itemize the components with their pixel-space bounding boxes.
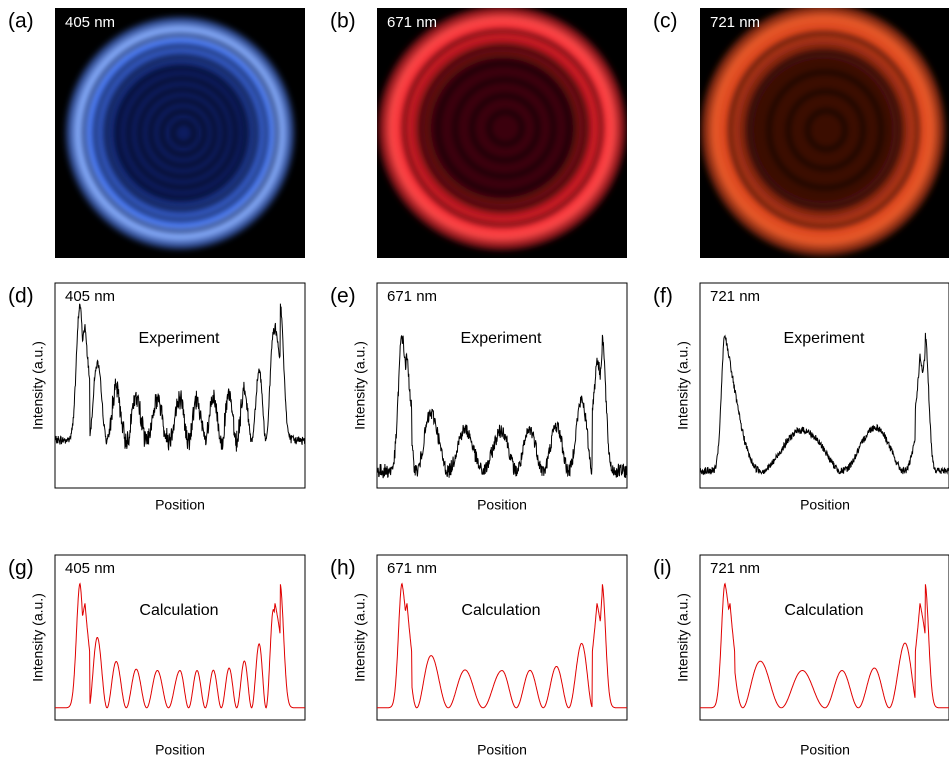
experiment-trace <box>55 303 305 452</box>
wavelength-label: 671 nm <box>387 560 437 577</box>
y-axis-label: Intensity (a.u.) <box>352 341 368 430</box>
panel-label: (g) <box>8 557 34 580</box>
image-panel <box>700 8 949 258</box>
fringe-ring <box>93 43 269 223</box>
panel-label: (a) <box>8 10 34 33</box>
y-axis-label: Intensity (a.u.) <box>352 593 368 682</box>
fringe-ring <box>419 45 588 211</box>
beam <box>700 8 947 258</box>
plot-frame <box>54 282 306 489</box>
wavelength-label: 721 nm <box>710 14 760 31</box>
y-axis-label: Intensity (a.u.) <box>675 593 691 682</box>
calculation-curve <box>377 582 627 709</box>
fringe-ring <box>747 50 902 210</box>
plot-frame <box>376 282 628 489</box>
fringe-ring <box>104 54 259 212</box>
plot-frame <box>699 282 949 489</box>
panel-label: (f) <box>653 285 673 308</box>
annotation: Calculation <box>784 602 863 619</box>
fringe-ring <box>148 98 218 168</box>
wavelength-label: 405 nm <box>65 288 115 305</box>
image-panel <box>55 8 305 258</box>
annotation: Calculation <box>461 602 540 619</box>
panel-label: (e) <box>330 285 356 308</box>
x-axis-label: Position <box>155 742 205 758</box>
fringe-ring <box>452 77 556 179</box>
x-axis-label: Position <box>800 497 850 513</box>
wavelength-label: 671 nm <box>387 14 437 31</box>
fringe-ring <box>469 93 541 163</box>
panel-label: (b) <box>330 10 356 33</box>
y-axis-label: Intensity (a.u.) <box>675 341 691 430</box>
fringe-ring <box>170 119 197 147</box>
annotation: Experiment <box>139 330 220 347</box>
fringe-ring <box>159 108 207 158</box>
experiment-trace <box>700 332 949 476</box>
y-axis-label: Intensity (a.u.) <box>30 593 46 682</box>
calculation-curve <box>55 582 305 709</box>
fringe-ring <box>786 89 866 171</box>
image-panel <box>377 8 627 258</box>
x-axis-label: Position <box>477 497 527 513</box>
panel-label: (c) <box>653 10 678 33</box>
wavelength-label: 721 nm <box>710 560 760 577</box>
fringe-ring <box>728 31 920 229</box>
fringe-ring <box>486 109 525 147</box>
wavelength-label: 405 nm <box>65 14 115 31</box>
wavelength-label: 721 nm <box>710 288 760 305</box>
fringe-ring <box>115 65 249 201</box>
x-axis-label: Position <box>477 742 527 758</box>
fringe-ring <box>805 108 848 152</box>
fringe-ring <box>82 33 279 233</box>
beam <box>64 15 296 251</box>
plot-frame <box>376 554 628 721</box>
fringe-ring <box>126 76 238 190</box>
panel-label: (h) <box>330 557 356 580</box>
plot-frame <box>54 554 306 721</box>
annotation: Experiment <box>461 330 542 347</box>
calculation-curve <box>700 582 949 709</box>
annotation: Calculation <box>139 602 218 619</box>
fringe-ring <box>402 29 604 227</box>
fringe-ring <box>436 61 572 195</box>
x-axis-label: Position <box>800 742 850 758</box>
panel-label: (d) <box>8 285 34 308</box>
panel-label: (i) <box>653 557 672 580</box>
experiment-trace <box>377 334 627 479</box>
fringe-ring <box>137 87 228 179</box>
wavelength-label: 671 nm <box>387 288 437 305</box>
beam <box>377 8 627 252</box>
fringe-ring <box>766 69 884 191</box>
annotation: Experiment <box>784 330 865 347</box>
plot-frame <box>699 554 949 721</box>
y-axis-label: Intensity (a.u.) <box>30 341 46 430</box>
x-axis-label: Position <box>155 497 205 513</box>
wavelength-label: 405 nm <box>65 560 115 577</box>
